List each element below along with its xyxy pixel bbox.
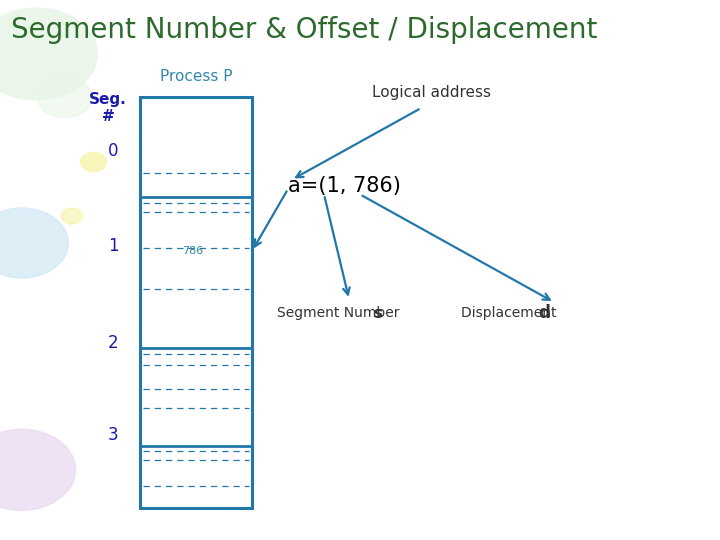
- Text: Seg.
#: Seg. #: [89, 92, 127, 124]
- Circle shape: [0, 208, 68, 278]
- Circle shape: [81, 152, 107, 172]
- Text: s: s: [373, 306, 382, 321]
- Text: 0: 0: [108, 142, 118, 160]
- Circle shape: [0, 429, 76, 510]
- Text: Segment Number: Segment Number: [277, 306, 404, 320]
- Text: 3: 3: [108, 426, 118, 444]
- Circle shape: [37, 77, 92, 118]
- Text: Process P: Process P: [160, 69, 233, 84]
- Text: 1: 1: [108, 237, 118, 255]
- Circle shape: [61, 208, 83, 224]
- Text: 2: 2: [108, 334, 118, 352]
- Text: Logical address: Logical address: [372, 85, 492, 100]
- Text: a=(1, 786): a=(1, 786): [288, 176, 401, 197]
- Text: 786: 786: [181, 246, 203, 256]
- Text: Segment Number & Offset / Displacement: Segment Number & Offset / Displacement: [11, 16, 597, 44]
- Bar: [140, 97, 252, 508]
- Text: Displacement: Displacement: [461, 306, 561, 320]
- Circle shape: [0, 8, 97, 100]
- Text: d: d: [539, 304, 550, 322]
